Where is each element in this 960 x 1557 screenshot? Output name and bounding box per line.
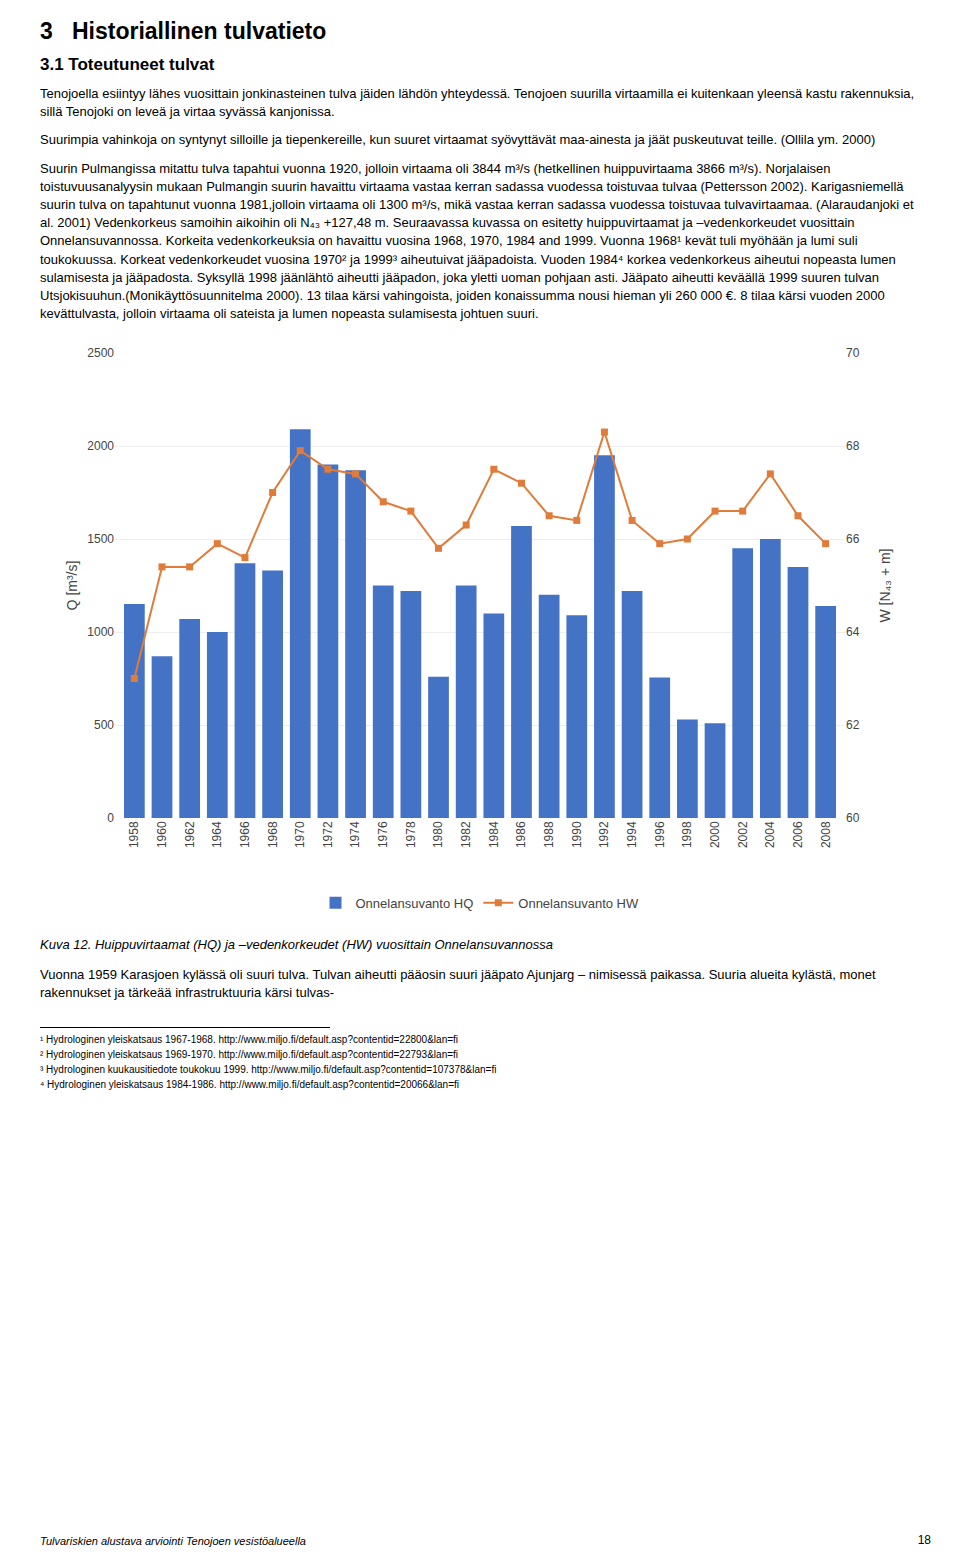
svg-text:1968: 1968 bbox=[266, 821, 280, 848]
html-text:Vuonna 1959 Karasjoen kylässä: Vuonna 1959 Karasjoen kylässä oli suuri … bbox=[40, 967, 880, 1001]
svg-text:1500: 1500 bbox=[87, 532, 114, 546]
svg-text:68: 68 bbox=[846, 439, 860, 453]
svg-text:1994: 1994 bbox=[625, 821, 639, 848]
svg-text:2000: 2000 bbox=[87, 439, 114, 453]
html-text:³ Hydrologinen kuukausitiedote: ³ Hydrologinen kuukausitiedote toukokuu … bbox=[40, 1063, 497, 1075]
html-text:3 Historiallinen tulvatieto: 3 Historiallinen tulvatieto bbox=[40, 18, 327, 44]
svg-text:1970: 1970 bbox=[293, 821, 307, 848]
svg-text:1972: 1972 bbox=[321, 821, 335, 848]
svg-text:0: 0 bbox=[107, 811, 114, 825]
svg-text:64: 64 bbox=[846, 625, 860, 639]
svg-text:500: 500 bbox=[94, 718, 114, 732]
svg-text:60: 60 bbox=[846, 811, 860, 825]
svg-text:70: 70 bbox=[846, 346, 860, 360]
svg-text:1962: 1962 bbox=[183, 821, 197, 848]
svg-text:2004: 2004 bbox=[763, 821, 777, 848]
html-text:Tulvariskien alustava arvioint: Tulvariskien alustava arviointi Tenojoen… bbox=[40, 1535, 306, 1547]
html-text:3.1 Toteutuneet tulvat: 3.1 Toteutuneet tulvat bbox=[40, 55, 215, 74]
svg-text:1976: 1976 bbox=[376, 821, 390, 848]
html-text:¹ Hydrologinen yleiskatsaus 19: ¹ Hydrologinen yleiskatsaus 1967-1968. h… bbox=[40, 1033, 458, 1045]
svg-text:2500: 2500 bbox=[87, 346, 114, 360]
html-text:18: 18 bbox=[917, 1533, 931, 1547]
svg-text:2002: 2002 bbox=[736, 821, 750, 848]
svg-text:W [N₄₃ + m]: W [N₄₃ + m] bbox=[877, 549, 893, 623]
svg-text:1986: 1986 bbox=[514, 821, 528, 848]
svg-text:1996: 1996 bbox=[653, 821, 667, 848]
html-text:Tenojoella esiintyy lähes vuos: Tenojoella esiintyy lähes vuosittain jon… bbox=[40, 86, 918, 120]
svg-text:1982: 1982 bbox=[459, 821, 473, 848]
html-text:Kuva 12. Huippuvirtaamat (HQ): Kuva 12. Huippuvirtaamat (HQ) ja –vedenk… bbox=[40, 937, 553, 953]
svg-text:1000: 1000 bbox=[87, 625, 114, 639]
svg-text:1998: 1998 bbox=[680, 821, 694, 848]
html-text:⁴ Hydrologinen yleiskatsaus 19: ⁴ Hydrologinen yleiskatsaus 1984-1986. h… bbox=[40, 1078, 459, 1090]
svg-text:Onnelansuvanto HW: Onnelansuvanto HW bbox=[518, 896, 639, 911]
svg-text:1966: 1966 bbox=[238, 821, 252, 848]
svg-text:1988: 1988 bbox=[542, 821, 556, 848]
svg-text:1960: 1960 bbox=[155, 821, 169, 848]
svg-text:1992: 1992 bbox=[597, 821, 611, 848]
svg-text:66: 66 bbox=[846, 532, 860, 546]
svg-text:1974: 1974 bbox=[348, 821, 362, 848]
svg-text:1990: 1990 bbox=[570, 821, 584, 848]
svg-text:1964: 1964 bbox=[210, 821, 224, 848]
html-text:Suurin Pulmangissa mitattu tul: Suurin Pulmangissa mitattu tulva tapahtu… bbox=[40, 160, 918, 322]
svg-text:1980: 1980 bbox=[431, 821, 445, 848]
svg-text:1984: 1984 bbox=[487, 821, 501, 848]
svg-text:2008: 2008 bbox=[819, 821, 833, 848]
svg-text:2000: 2000 bbox=[708, 821, 722, 848]
html-text:Suurimpia vahinkoja on syntyny: Suurimpia vahinkoja on syntynyt silloill… bbox=[40, 132, 876, 148]
svg-text:Onnelansuvanto HQ: Onnelansuvanto HQ bbox=[356, 896, 474, 911]
svg-text:1958: 1958 bbox=[127, 821, 141, 848]
html-text:² Hydrologinen yleiskatsaus 19: ² Hydrologinen yleiskatsaus 1969-1970. h… bbox=[40, 1048, 458, 1060]
svg-text:2006: 2006 bbox=[791, 821, 805, 848]
svg-text:1978: 1978 bbox=[404, 821, 418, 848]
svg-text:62: 62 bbox=[846, 718, 860, 732]
svg-text:Q [m³/s]: Q [m³/s] bbox=[64, 561, 80, 611]
